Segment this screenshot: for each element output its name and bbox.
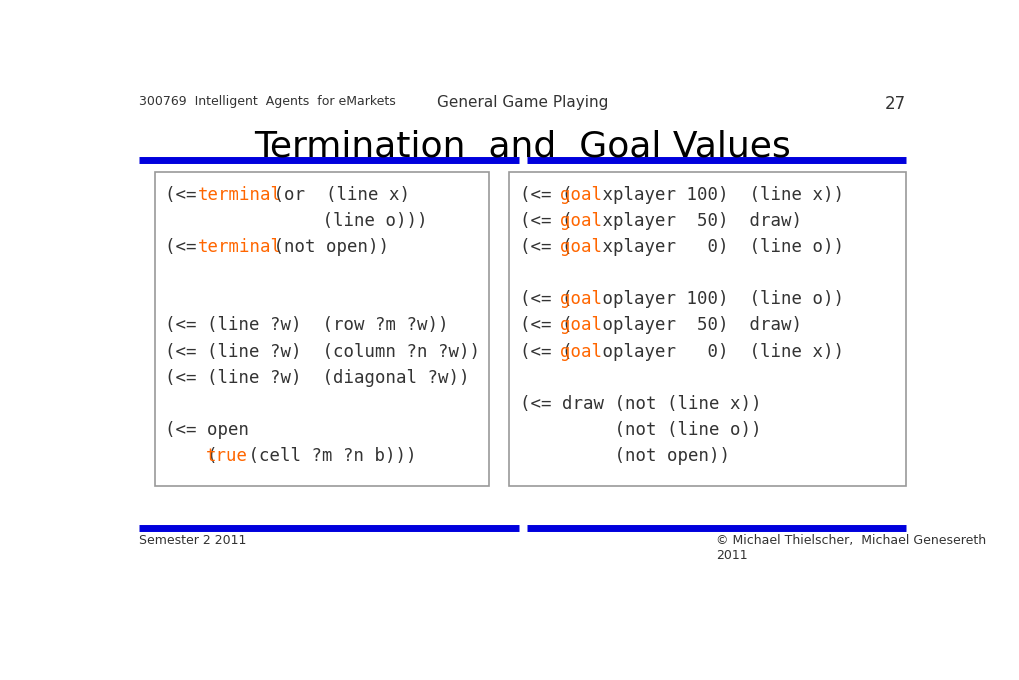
Text: (<= (: (<= ( [519,290,572,308]
Text: (not open)): (not open)) [519,447,729,465]
Text: (<= (line ?w)  (diagonal ?w)): (<= (line ?w) (diagonal ?w)) [165,369,470,387]
Text: xplayer 100)  (line x)): xplayer 100) (line x)) [592,186,844,203]
Text: Termination  and  Goal Values: Termination and Goal Values [254,129,791,163]
Text: (<= (: (<= ( [519,343,572,360]
FancyBboxPatch shape [508,171,906,486]
Text: General Game Playing: General Game Playing [436,95,608,110]
Text: (line o))): (line o))) [165,211,428,230]
Text: goal: goal [559,343,601,360]
Text: (not (line o)): (not (line o)) [519,421,760,439]
Text: goal: goal [559,238,601,256]
Text: (<= (: (<= ( [519,186,572,203]
Text: xplayer  50)  draw): xplayer 50) draw) [592,211,802,230]
Text: xplayer   0)  (line o)): xplayer 0) (line o)) [592,238,844,256]
Text: goal: goal [559,316,601,335]
Text: 27: 27 [884,95,906,114]
Text: (or  (line x): (or (line x) [262,186,409,203]
Text: (<=: (<= [165,238,207,256]
Text: goal: goal [559,211,601,230]
Text: (<=: (<= [165,186,207,203]
Text: terminal: terminal [198,186,281,203]
Text: (: ( [165,447,218,465]
Text: terminal: terminal [198,238,281,256]
Text: oplayer  50)  draw): oplayer 50) draw) [592,316,802,335]
Text: (<= open: (<= open [165,421,250,439]
Text: (<= (line ?w)  (column ?n ?w)): (<= (line ?w) (column ?n ?w)) [165,343,480,360]
Text: Semester 2 2011: Semester 2 2011 [139,534,247,547]
Text: (<= (line ?w)  (row ?m ?w)): (<= (line ?w) (row ?m ?w)) [165,316,448,335]
Text: (<= (: (<= ( [519,238,572,256]
Text: oplayer 100)  (line o)): oplayer 100) (line o)) [592,290,844,308]
Text: goal: goal [559,186,601,203]
Text: (<= (: (<= ( [519,316,572,335]
Text: 300769  Intelligent  Agents  for eMarkets: 300769 Intelligent Agents for eMarkets [139,95,395,109]
Text: (cell ?m ?n b))): (cell ?m ?n b))) [238,447,417,465]
Text: oplayer   0)  (line x)): oplayer 0) (line x)) [592,343,844,360]
Text: (not open)): (not open)) [262,238,388,256]
Text: © Michael Thielscher,  Michael Genesereth
2011: © Michael Thielscher, Michael Genesereth… [715,534,985,562]
Text: goal: goal [559,290,601,308]
FancyBboxPatch shape [155,171,489,486]
Text: true: true [206,447,248,465]
Text: (<= draw (not (line x)): (<= draw (not (line x)) [519,395,760,413]
Text: (<= (: (<= ( [519,211,572,230]
